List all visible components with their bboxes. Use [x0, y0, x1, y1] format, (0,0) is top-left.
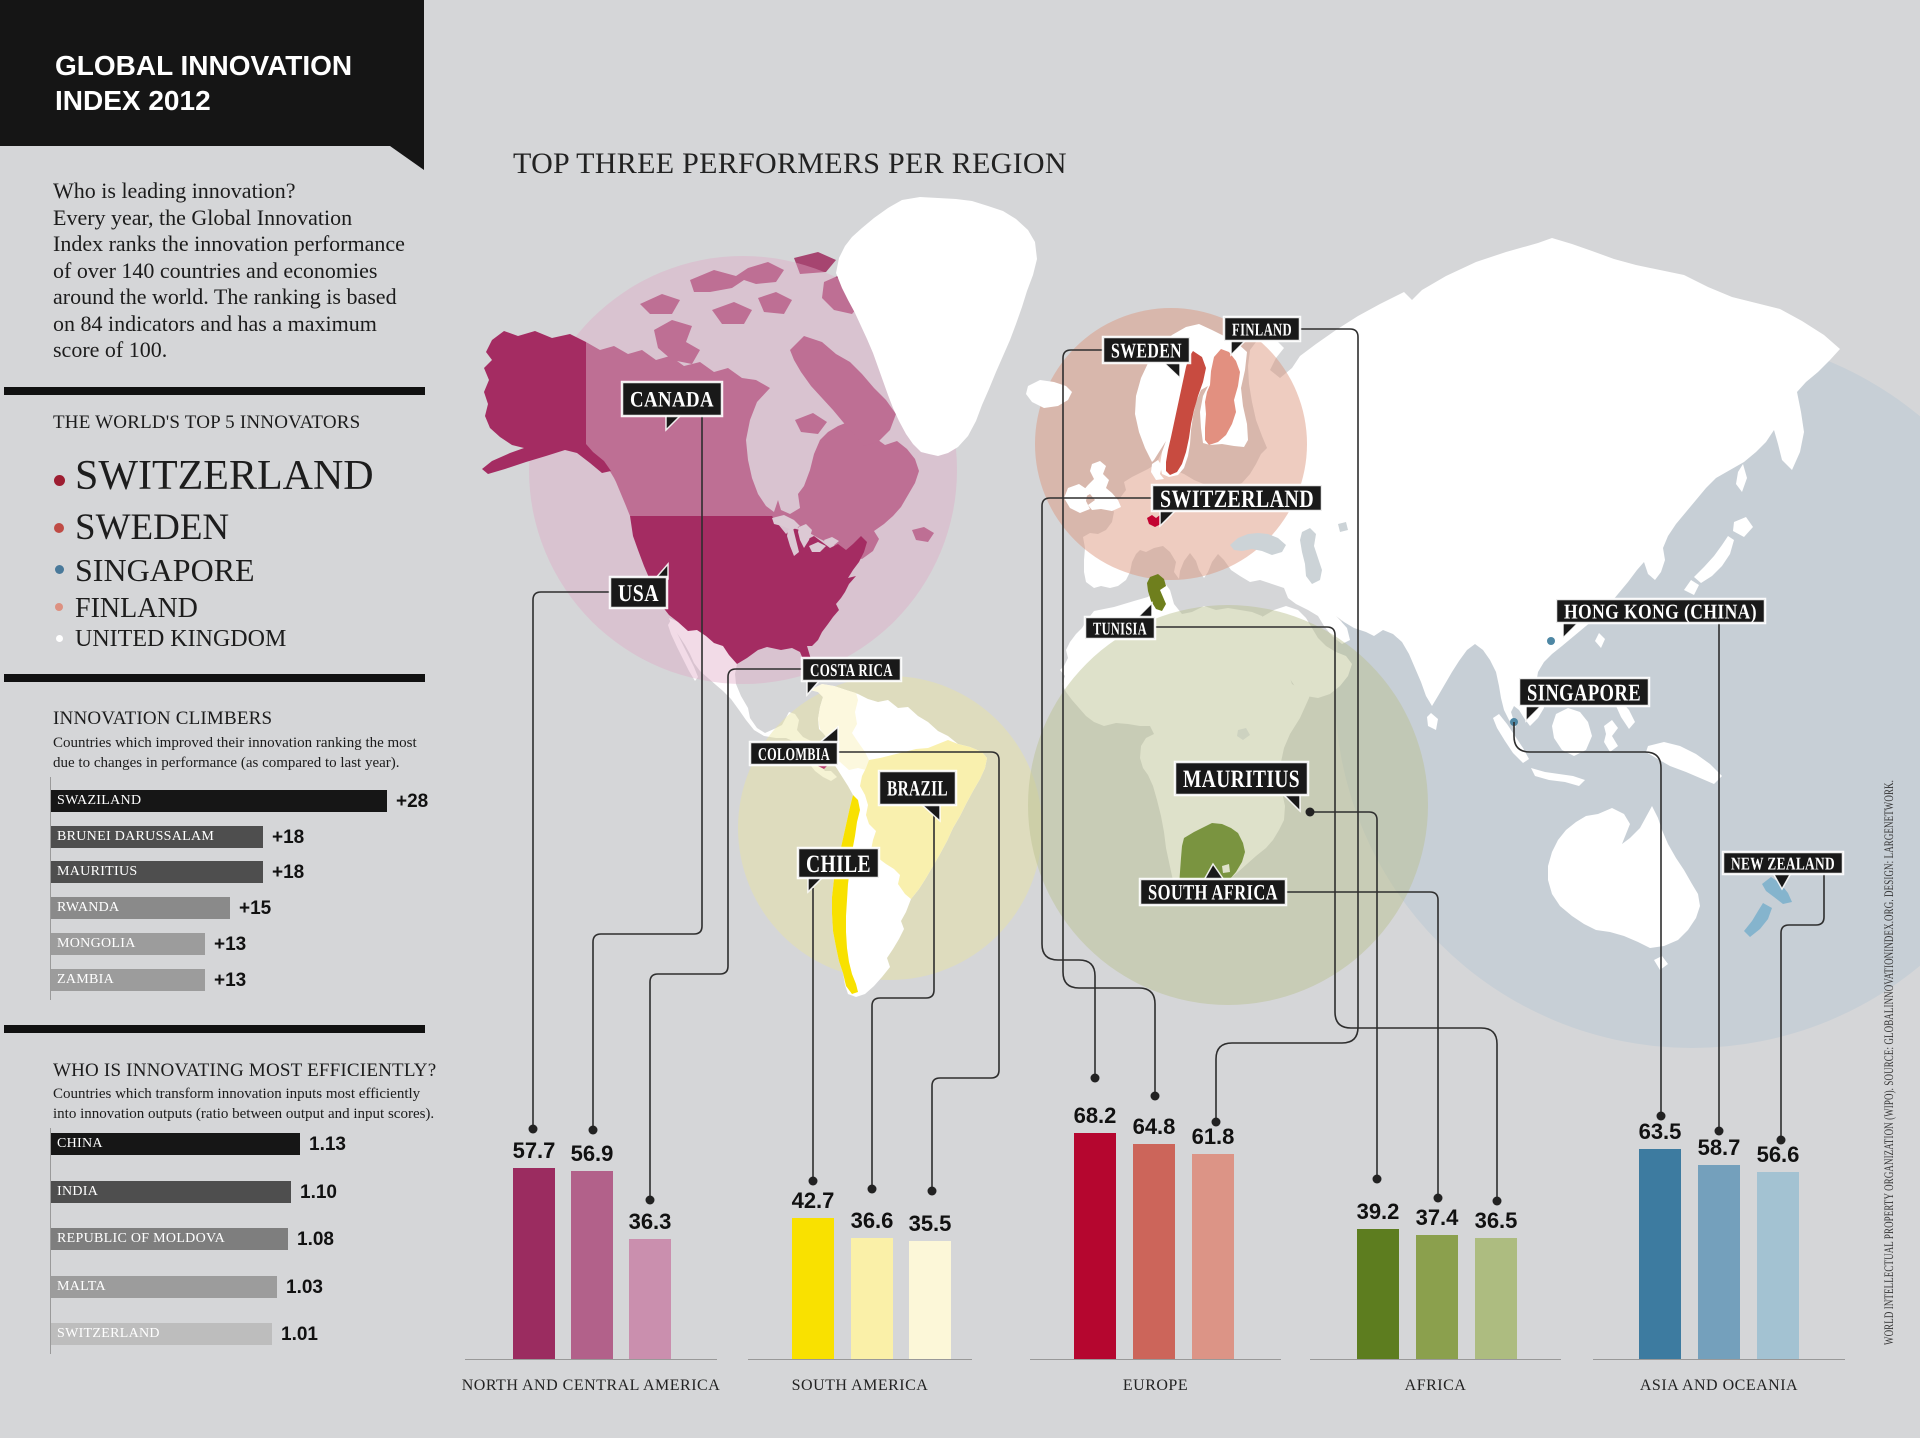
svg-text:TUNISIA: TUNISIA	[1093, 618, 1147, 638]
svg-text:SWEDEN: SWEDEN	[1111, 338, 1182, 362]
svg-text:WORLD INTELLECTUAL PROPERTY OR: WORLD INTELLECTUAL PROPERTY ORGANIZATION…	[1881, 780, 1896, 1345]
svg-text:NEW ZEALAND: NEW ZEALAND	[1731, 853, 1835, 873]
svg-text:MAURITIUS: MAURITIUS	[1183, 766, 1300, 793]
svg-text:USA: USA	[618, 581, 659, 607]
svg-text:HONG KONG (CHINA): HONG KONG (CHINA)	[1564, 599, 1757, 623]
svg-text:SWITZERLAND: SWITZERLAND	[1160, 486, 1314, 513]
svg-text:FINLAND: FINLAND	[1232, 319, 1292, 339]
svg-text:COSTA RICA: COSTA RICA	[810, 660, 893, 680]
svg-text:COLOMBIA: COLOMBIA	[758, 744, 830, 764]
svg-text:BRAZIL: BRAZIL	[887, 776, 948, 801]
svg-text:CANADA: CANADA	[630, 387, 714, 412]
svg-text:CHILE: CHILE	[806, 851, 871, 878]
svg-text:SINGAPORE: SINGAPORE	[1527, 680, 1641, 706]
svg-text:SOUTH AFRICA: SOUTH AFRICA	[1148, 880, 1278, 905]
